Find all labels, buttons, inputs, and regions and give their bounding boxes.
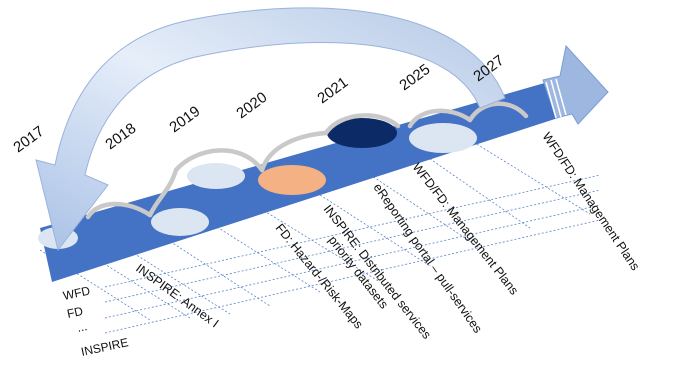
row-label-ellipsis: ... [76, 319, 89, 335]
arrow-stripes [545, 78, 567, 119]
row-label-wfd: WFD [62, 283, 92, 302]
milestone-2021 [327, 118, 397, 148]
milestone-2025 [409, 123, 477, 153]
annotation-inspire-annex: INSPIRE: Annex I [133, 261, 221, 330]
row-label-fd: FD [66, 304, 85, 321]
hop-arcs [85, 101, 529, 220]
milestone-2018 [151, 208, 209, 236]
return-loop-arrow [35, 7, 506, 252]
annotation-management-plans-2025: WFD/FD: Management Plans [410, 160, 522, 297]
year-label-2019: 2019 [166, 103, 203, 136]
year-label-2025: 2025 [396, 61, 433, 94]
milestone-2020 [258, 165, 326, 195]
year-label-2017: 2017 [10, 123, 47, 156]
row-labels: WFD FD ... INSPIRE [62, 283, 130, 358]
year-label-2021: 2021 [314, 74, 351, 107]
milestones [38, 118, 477, 249]
annotation-management-plans-2027: WFD/FD: Management Plans [540, 130, 643, 273]
year-label-2018: 2018 [102, 120, 139, 153]
annotation-ereporting-portal: eReporting portal – pull-services [371, 181, 485, 336]
row-label-inspire: INSPIRE [80, 335, 130, 359]
year-label-2020: 2020 [233, 89, 270, 122]
annotation-inspire-services: INSPIRE: Distributed services [321, 202, 434, 341]
milestone-2019 [187, 163, 245, 189]
timeline-arrow-head [542, 44, 609, 125]
